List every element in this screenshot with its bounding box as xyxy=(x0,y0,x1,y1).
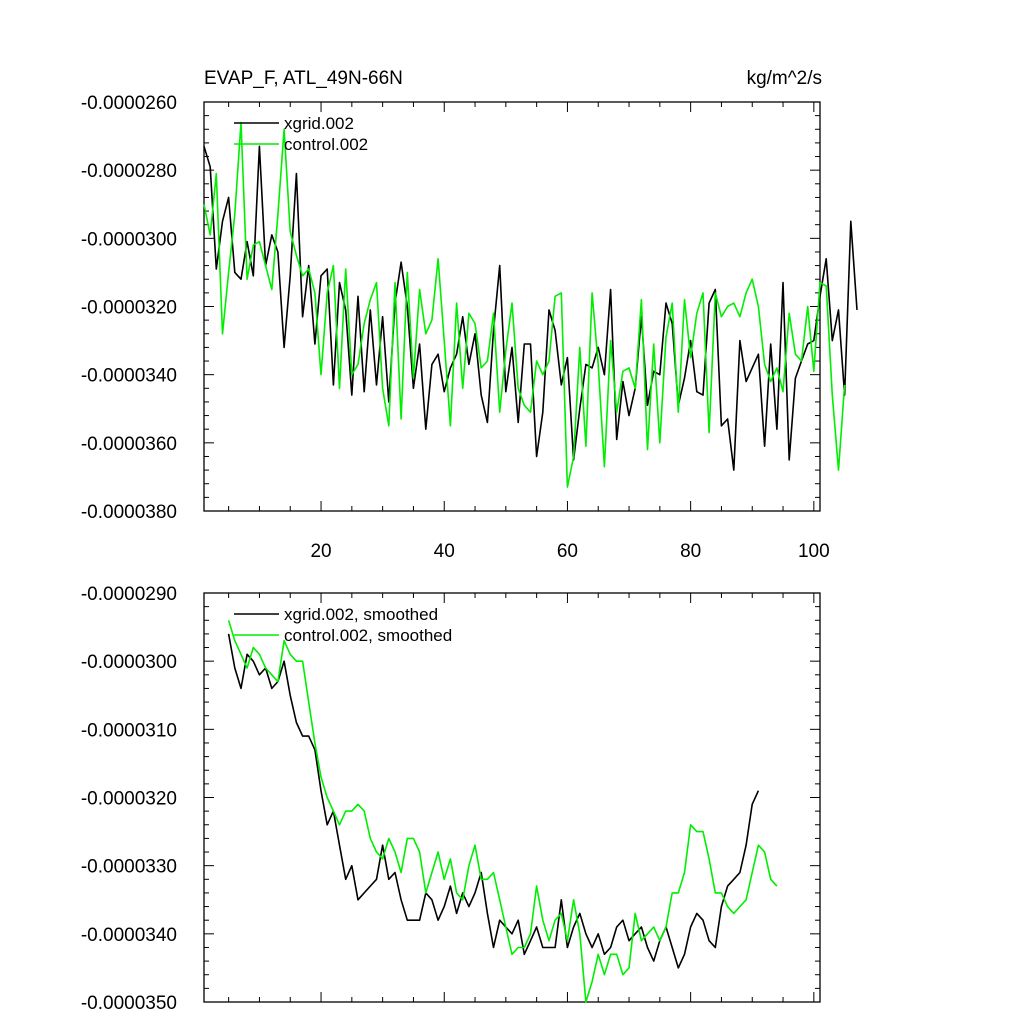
y-tick-label: -0.0000320 xyxy=(81,298,177,319)
y-tick-label: -0.0000310 xyxy=(81,720,177,741)
chart-units: kg/m^2/s xyxy=(747,68,822,89)
y-tick-label: -0.0000320 xyxy=(81,789,177,810)
chart-title: EVAP_F, ATL_49N-66N xyxy=(204,68,403,89)
y-tick-label: -0.0000290 xyxy=(81,584,177,605)
y-tick-label: -0.0000350 xyxy=(81,993,177,1014)
y-tick-label: -0.0000330 xyxy=(81,857,177,878)
y-tick-label: -0.0000380 xyxy=(81,502,177,523)
y-tick-label: -0.0000360 xyxy=(81,434,177,455)
legend-label: xgrid.002, smoothed xyxy=(284,605,438,624)
x-tick-label: 100 xyxy=(798,541,830,562)
legend-label: control.002 xyxy=(284,135,368,154)
series-line-control-002-smoothed xyxy=(227,620,778,1003)
y-tick-label: -0.0000260 xyxy=(81,93,177,114)
y-tick-label: -0.0000340 xyxy=(81,366,177,387)
y-tick-label: -0.0000340 xyxy=(81,925,177,946)
series-line-control-002 xyxy=(203,121,846,488)
bottom-panel: -0.0000290 -0.0000300 -0.0000310 -0.0000320… xyxy=(81,584,821,1014)
y-tick-label: -0.0000300 xyxy=(81,652,177,673)
top-panel: EVAP_F, ATL_49N-66N kg/m^2/s -0.0000260 -… xyxy=(81,68,858,562)
x-tick-label: 20 xyxy=(310,541,331,562)
x-tick-label: 60 xyxy=(557,541,578,562)
x-tick-label: 40 xyxy=(434,541,455,562)
legend-label: control.002, smoothed xyxy=(284,626,452,645)
series-line-xgrid-002 xyxy=(203,145,858,471)
legend-label: xgrid.002 xyxy=(284,114,354,133)
y-tick-label: -0.0000300 xyxy=(81,229,177,250)
x-tick-label: 80 xyxy=(680,541,701,562)
series-line-xgrid-002-smoothed xyxy=(227,633,760,969)
y-tick-label: -0.0000280 xyxy=(81,161,177,182)
